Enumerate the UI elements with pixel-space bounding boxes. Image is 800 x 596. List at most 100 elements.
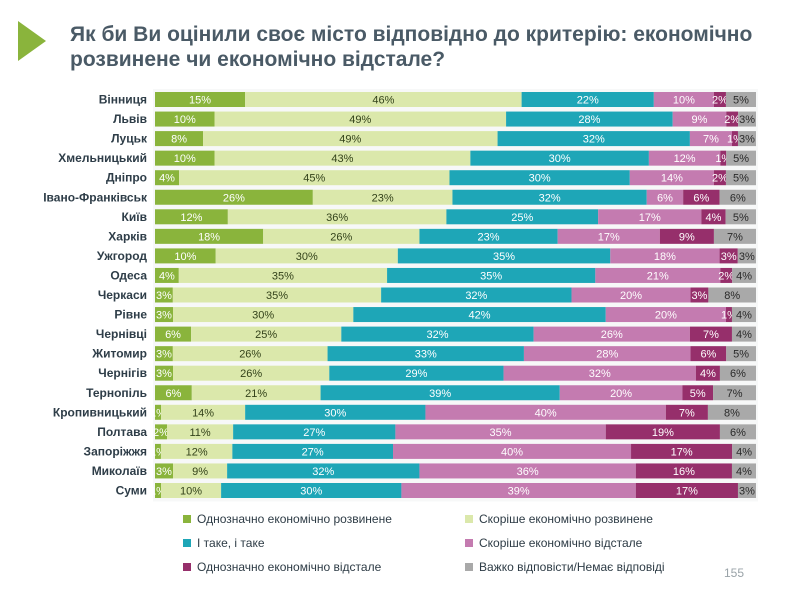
data-label: 5%: [733, 349, 749, 361]
category-label: Харків: [108, 229, 147, 243]
bar-segment-чернівці-5: [731, 326, 756, 342]
data-label: 6%: [700, 349, 716, 361]
category-label: Чернівці: [96, 327, 147, 341]
data-label: 12%: [674, 153, 696, 165]
data-label: 32%: [312, 466, 334, 478]
bar-segment-суми-2: [221, 483, 402, 498]
category-label: Ужгород: [97, 249, 147, 263]
data-label: 4%: [706, 212, 722, 224]
bar-segment-житомир-5: [726, 346, 756, 362]
bar-segment-ужгород-5: [737, 248, 756, 264]
bar-segment-рівне-1: [173, 307, 354, 323]
bar-segment-вінниця-4: [713, 92, 726, 107]
data-label: 2%: [153, 427, 169, 439]
bar-segment-тернопіль-4: [682, 385, 714, 401]
bar-segment-івано-франківськ-5: [719, 189, 756, 205]
data-label: 35%: [493, 251, 515, 263]
data-label: 25%: [255, 329, 277, 341]
bar-segment-івано-франківськ-3: [646, 189, 684, 205]
data-label: 40%: [535, 407, 557, 419]
data-label: 39%: [429, 388, 451, 400]
data-label: 26%: [240, 368, 262, 380]
data-label: 29%: [405, 368, 427, 380]
bar-segment-одеса-2: [387, 267, 596, 283]
category-label: Одеса: [110, 268, 147, 282]
bar-segment-кропивницький-3: [425, 404, 666, 420]
bar-segment-луцьк-5: [737, 131, 756, 147]
bar-segment-київ-5: [725, 209, 756, 225]
data-label: 6%: [730, 368, 746, 380]
data-label: 3%: [739, 134, 755, 146]
data-label: 40%: [501, 446, 523, 458]
data-label: 16%: [673, 466, 695, 478]
bar-segment-чернігів-3: [503, 365, 696, 381]
bar-segment-дніпро-5: [725, 170, 756, 186]
data-label: 6%: [730, 192, 746, 204]
bar-segment-ужгород-4: [719, 248, 738, 264]
data-label: 30%: [324, 407, 346, 419]
bar-segment-харків-1: [263, 228, 420, 244]
bar-segment-рівне-4: [725, 307, 732, 323]
data-label: 30%: [296, 251, 318, 263]
bar-segment-вінниця-0: [155, 92, 246, 107]
bar-segment-суми-0: [155, 483, 162, 498]
data-label: 32%: [589, 368, 611, 380]
data-label: 26%: [601, 329, 623, 341]
data-label: 5%: [733, 212, 749, 224]
data-label: 7%: [703, 134, 719, 146]
data-label: 8%: [724, 290, 740, 302]
bar-segment-суми-1: [161, 483, 222, 498]
data-label: 7%: [727, 231, 743, 243]
bar-segment-ужгород-1: [215, 248, 398, 264]
data-label: 4%: [736, 310, 752, 322]
bar-segment-луцьк-3: [689, 131, 732, 147]
bar-segment-черкаси-0: [155, 287, 173, 303]
bar-segment-запоріжжя-4: [631, 443, 733, 459]
data-label: 18%: [654, 251, 676, 263]
bar-segment-львів-2: [506, 111, 673, 127]
bar-segment-запоріжжя-5: [732, 443, 756, 459]
data-label: 9%: [192, 466, 208, 478]
bar-segment-полтава-1: [167, 424, 234, 440]
data-label: 2%: [712, 95, 728, 107]
data-label: 5%: [690, 388, 706, 400]
category-label: Кропивницький: [53, 405, 147, 419]
bar-segment-хмельницький-3: [648, 150, 721, 166]
bar-segment-львів-0: [155, 111, 215, 127]
data-label: 18%: [198, 231, 220, 243]
category-label: Тернопіль: [86, 386, 147, 400]
bar-segment-кропивницький-4: [665, 404, 708, 420]
bar-segment-луцьк-0: [155, 131, 204, 147]
data-label: 22%: [577, 95, 599, 107]
bar-segment-чернігів-1: [173, 365, 330, 381]
bar-segment-львів-1: [214, 111, 507, 127]
data-label: 8%: [171, 134, 187, 146]
legend-swatch: [465, 563, 473, 571]
bar-segment-вінниця-1: [245, 92, 522, 107]
bar-segment-хмельницький-4: [720, 150, 727, 166]
bar-segment-луцьк-4: [731, 131, 738, 147]
category-label: Луцьк: [111, 132, 148, 146]
data-label: 35%: [480, 270, 502, 282]
data-label: 23%: [372, 192, 394, 204]
data-label: 10%: [174, 153, 196, 165]
data-label: 5%: [733, 95, 749, 107]
bar-segment-одеса-1: [178, 267, 388, 283]
data-label: 32%: [465, 290, 487, 302]
data-label: 14%: [192, 407, 214, 419]
data-label: 46%: [372, 95, 394, 107]
data-label: 25%: [511, 212, 533, 224]
data-label: 4%: [736, 446, 752, 458]
data-label: 30%: [529, 173, 551, 185]
data-label: 45%: [303, 173, 325, 185]
bar-segment-запоріжжя-2: [232, 443, 394, 459]
bar-segment-ужгород-3: [610, 248, 720, 264]
chart-legend: Однозначно економічно розвинене Скоріше е…: [183, 512, 783, 578]
bar-segment-київ-3: [598, 209, 702, 225]
data-label: 4%: [736, 270, 752, 282]
data-label: 5%: [733, 153, 749, 165]
data-label: 6%: [165, 329, 181, 341]
legend-label: Скоріше економічно розвинене: [479, 512, 653, 526]
data-label: 35%: [272, 270, 294, 282]
category-label: Житомир: [91, 347, 147, 361]
